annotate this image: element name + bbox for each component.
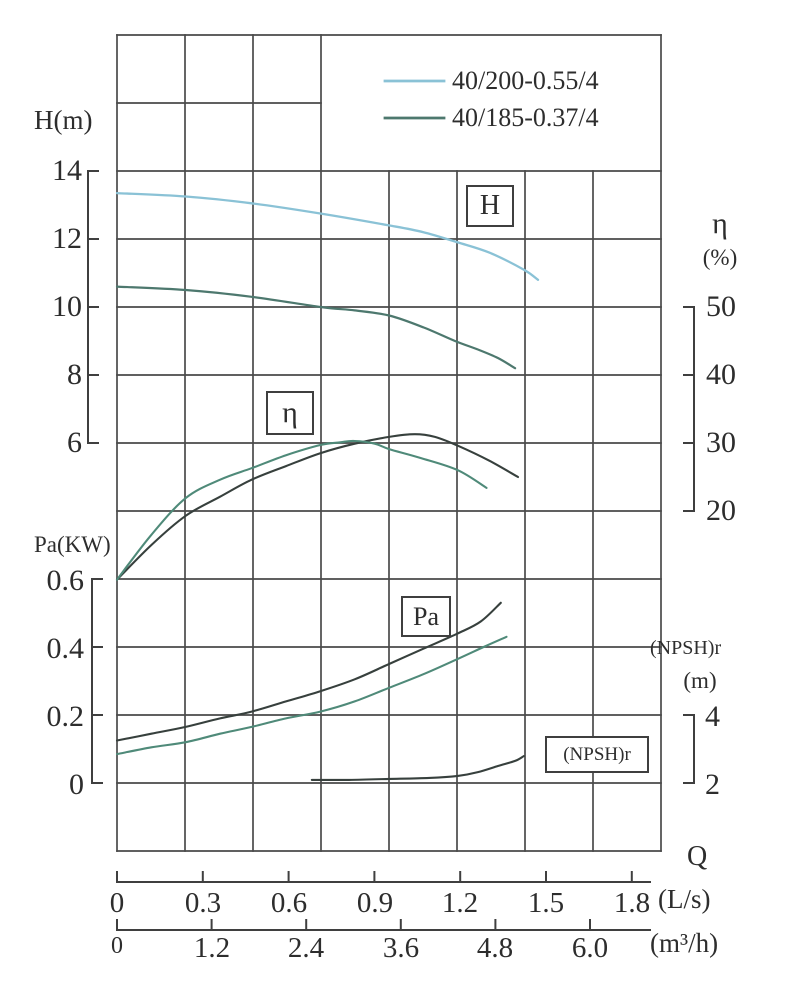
eta-axis-title: η	[712, 207, 728, 240]
npsh-tick-2: 2	[705, 768, 720, 801]
m3h-tick-36: 3.6	[382, 932, 420, 964]
pa-axis-title: Pa(KW)	[34, 532, 111, 557]
m3h-tick-12: 1.2	[193, 932, 231, 964]
npsh-tick-4: 4	[705, 700, 720, 733]
curve-40-185-0-37-4	[115, 439, 488, 581]
m3h-tick-0: 0	[111, 933, 123, 959]
pa-tick-06: 0.6	[46, 564, 85, 597]
eta-curve-label: η	[266, 391, 314, 435]
pa-tick-0: 0	[69, 768, 84, 801]
pa-curve-label: Pa	[401, 596, 451, 637]
curve-h-40-200-0-55-4	[115, 191, 540, 281]
pa-scale-bracket	[91, 578, 103, 784]
lps-tick-09: 0.9	[356, 887, 394, 919]
eta-tick-50: 50	[706, 290, 736, 323]
h-tick-6: 6	[67, 426, 82, 459]
eta-tick-40: 40	[706, 358, 736, 391]
npsh-axis-title: (NPSH)r	[650, 637, 722, 659]
q-lps-unit: (L/s)	[658, 884, 711, 914]
legend-label-40-200: 40/200-0.55/4	[452, 66, 599, 95]
curve-h-40-185-0-37-4	[115, 285, 517, 370]
eta-scale-bracket	[683, 306, 695, 512]
q-m3h-unit: (m³/h)	[650, 928, 719, 958]
lps-tick-06: 0.6	[270, 887, 308, 919]
npsh-scale-bracket	[683, 714, 695, 784]
curve-npsh-r	[310, 755, 525, 782]
curve-40-200-0-55-4	[115, 433, 520, 581]
eta-axis-unit: (%)	[702, 245, 738, 270]
m3h-tick-60: 6.0	[571, 932, 609, 964]
eta-tick-30: 30	[706, 426, 736, 459]
legend-label-40-185: 40/185-0.37/4	[452, 103, 599, 132]
lps-tick-12: 1.2	[441, 887, 479, 919]
h-tick-10: 10	[52, 290, 82, 323]
h-axis-title: H(m)	[34, 105, 93, 135]
lps-tick-0: 0	[109, 887, 125, 919]
npsh-curve-label: (NPSH)r	[545, 736, 649, 773]
lps-tick-15: 1.5	[527, 887, 565, 919]
m3h-tick-24: 2.4	[287, 932, 325, 964]
q-axis-title: Q	[687, 841, 708, 872]
npsh-axis-unit: (m)	[683, 668, 717, 693]
pa-tick-02: 0.2	[46, 700, 85, 733]
h-tick-8: 8	[67, 358, 82, 391]
lps-tick-18: 1.8	[613, 887, 651, 919]
curve-pa-40-185-0-37-4	[115, 635, 508, 756]
pa-tick-04: 0.4	[46, 632, 85, 665]
h-tick-14: 14	[52, 154, 82, 187]
m3h-tick-48: 4.8	[476, 932, 514, 964]
lps-tick-03: 0.3	[184, 887, 222, 919]
h-scale-bracket	[87, 170, 99, 444]
h-curve-label: H	[466, 185, 514, 227]
curve-pa-40-200-0-55-4	[115, 601, 502, 742]
eta-tick-20: 20	[706, 494, 736, 527]
h-tick-12: 12	[52, 222, 82, 255]
